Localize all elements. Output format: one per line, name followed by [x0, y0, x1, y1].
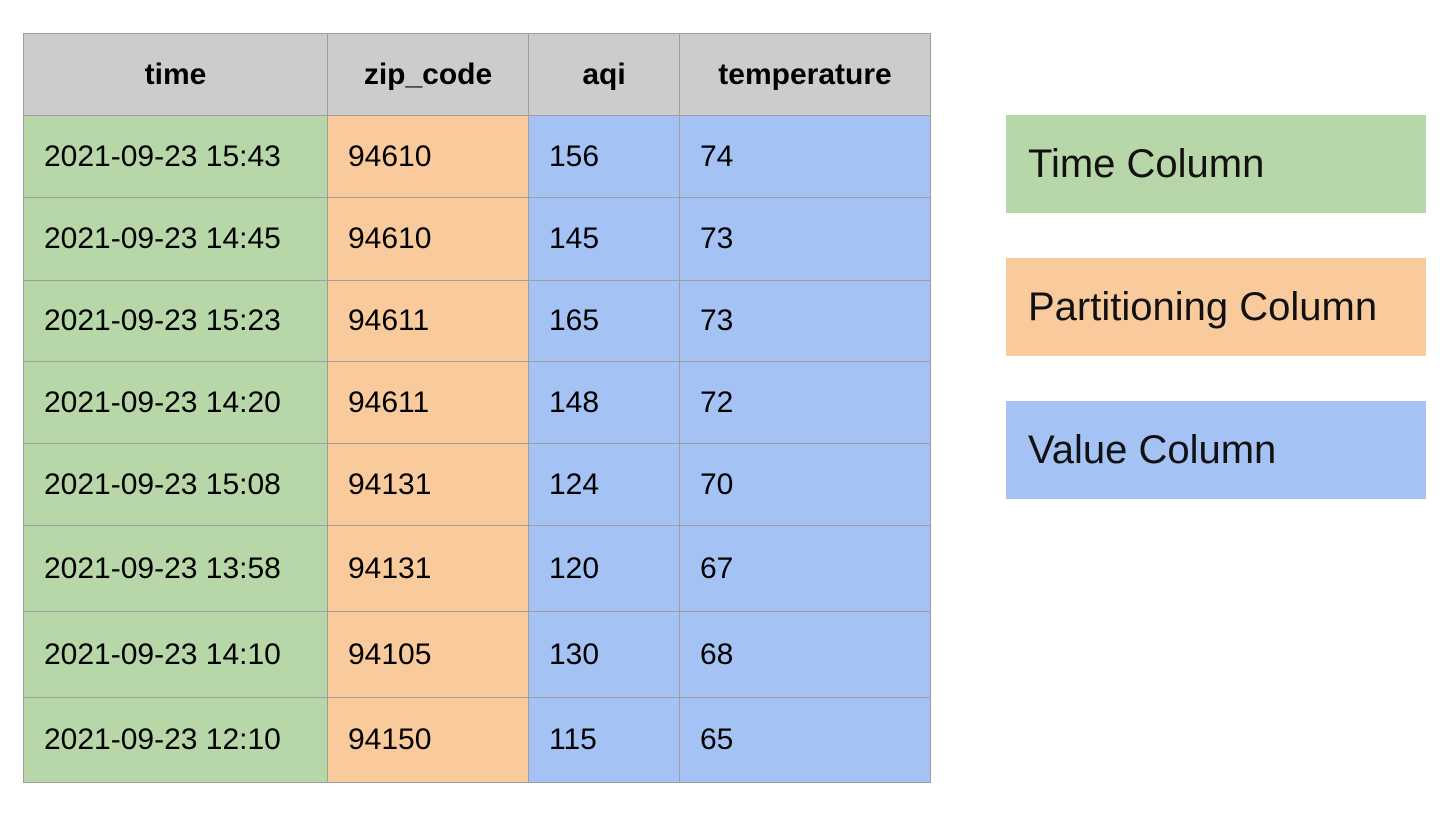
table-cell: 165: [528, 280, 680, 362]
column-header: temperature: [679, 33, 931, 116]
table-cell: 73: [679, 280, 931, 362]
legend-item: Time Column: [1006, 115, 1426, 213]
legend-item: Partitioning Column: [1006, 258, 1426, 356]
table-cell: 115: [528, 697, 680, 783]
table-cell: 94131: [327, 525, 529, 612]
column-header: aqi: [528, 33, 680, 116]
legend-item: Value Column: [1006, 401, 1426, 499]
table-cell: 74: [679, 115, 931, 198]
table-cell: 2021-09-23 14:10: [23, 611, 328, 698]
table-cell: 94131: [327, 443, 529, 526]
table-cell: 120: [528, 525, 680, 612]
table-cell: 68: [679, 611, 931, 698]
table-cell: 145: [528, 197, 680, 281]
table-cell: 94610: [327, 115, 529, 198]
table-cell: 2021-09-23 12:10: [23, 697, 328, 783]
table-cell: 72: [679, 361, 931, 444]
table-cell: 2021-09-23 13:58: [23, 525, 328, 612]
column-header: zip_code: [327, 33, 529, 116]
table-cell: 2021-09-23 15:23: [23, 280, 328, 362]
table-cell: 148: [528, 361, 680, 444]
table-cell: 73: [679, 197, 931, 281]
table-cell: 94150: [327, 697, 529, 783]
table-cell: 67: [679, 525, 931, 612]
table-cell: 2021-09-23 14:20: [23, 361, 328, 444]
table-cell: 70: [679, 443, 931, 526]
table-cell: 94611: [327, 280, 529, 362]
table-cell: 130: [528, 611, 680, 698]
table-cell: 94611: [327, 361, 529, 444]
table-cell: 65: [679, 697, 931, 783]
table-cell: 94105: [327, 611, 529, 698]
table-cell: 2021-09-23 15:43: [23, 115, 328, 198]
table-cell: 2021-09-23 15:08: [23, 443, 328, 526]
table-cell: 156: [528, 115, 680, 198]
table-cell: 94610: [327, 197, 529, 281]
table-cell: 124: [528, 443, 680, 526]
column-header: time: [23, 33, 328, 116]
table-cell: 2021-09-23 14:45: [23, 197, 328, 281]
